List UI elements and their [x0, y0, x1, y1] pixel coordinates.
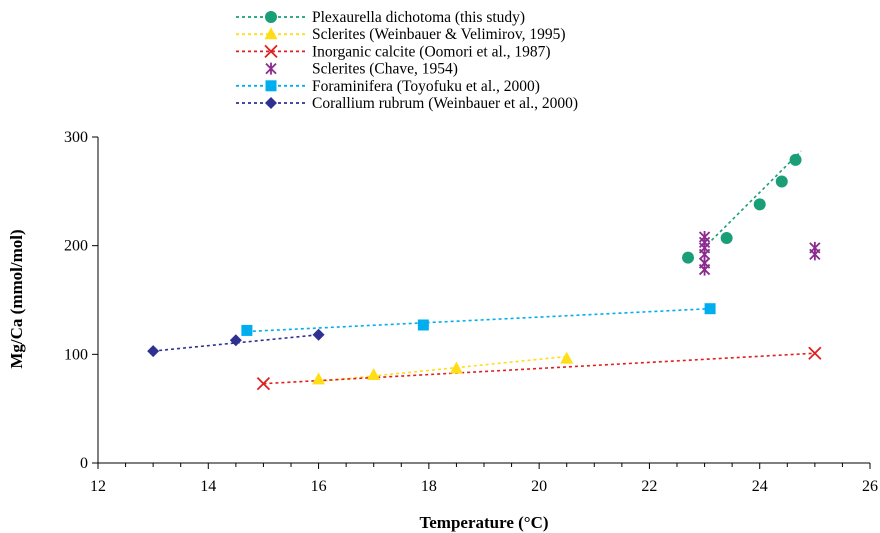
legend-marker: [265, 97, 277, 109]
plexaurella-dichotoma-this-study-point: [753, 198, 766, 211]
x-tick-label: 14: [200, 478, 216, 495]
y-axis-title: Mg/Ca (mmol/mol): [7, 229, 26, 368]
corallium-rubrum-weinbauer-et-al-2000-point: [312, 328, 325, 341]
legend-item-inorganic-calcite-oomori-et-al-1987: Inorganic calcite (Oomori et al., 1987): [236, 43, 551, 60]
legend-item-sclerites-weinbauer-velimirov-1995: Sclerites (Weinbauer & Velimirov, 1995): [236, 26, 566, 43]
legend-item-plexaurella-dichotoma-this-study: Plexaurella dichotoma (this study): [236, 9, 525, 26]
sclerites-weinbauer-velimirov-1995-point: [367, 367, 381, 380]
legend-label: Corallium rubrum (Weinbauer et al., 2000…: [312, 95, 578, 112]
corallium-rubrum-weinbauer-et-al-2000-point: [147, 345, 160, 358]
plexaurella-dichotoma-this-study-point: [775, 175, 788, 188]
plexaurella-dichotoma-this-study-point: [789, 153, 802, 166]
sclerites-chave-1954-point: [698, 230, 711, 243]
axes: 0 100 200 300 12 14 16 18 20 22 24 26: [64, 129, 878, 495]
plexaurella-dichotoma-this-study-trendline: [706, 150, 802, 246]
y-tick-label: 100: [64, 346, 88, 363]
x-tick-label: 18: [421, 478, 437, 495]
legend-label: Sclerites (Weinbauer & Velimirov, 1995): [312, 26, 566, 43]
foraminifera-toyofuku-et-al-2000-trendline: [246, 307, 711, 333]
foraminifera-toyofuku-et-al-2000-point: [241, 324, 253, 336]
x-tick-label: 16: [311, 478, 327, 495]
legend-label: Foraminifera (Toyofuku et al., 2000): [312, 78, 540, 95]
legend-label: Plexaurella dichotoma (this study): [312, 9, 525, 26]
x-tick-label: 20: [531, 478, 547, 495]
x-tick-label: 22: [641, 478, 657, 495]
legend-label: Sclerites (Chave, 1954): [312, 61, 458, 78]
legend-marker: [265, 62, 277, 75]
legend-item-foraminifera-toyofuku-et-al-2000: Foraminifera (Toyofuku et al., 2000): [236, 78, 540, 95]
plexaurella-dichotoma-this-study-point: [682, 251, 695, 264]
legend-marker: [264, 27, 278, 40]
sclerites-chave-1954-point: [809, 241, 821, 254]
trendlines: [153, 150, 815, 385]
inorganic-calcite-oomori-et-al-1987-point: [808, 346, 822, 360]
foraminifera-toyofuku-et-al-2000-point: [417, 319, 429, 331]
x-tick-label: 26: [862, 478, 878, 495]
sclerites-weinbauer-velimirov-1995-point: [312, 372, 326, 385]
inorganic-calcite-oomori-et-al-1987-point: [256, 377, 271, 391]
foraminifera-toyofuku-et-al-2000-point: [704, 303, 716, 315]
legend: Plexaurella dichotoma (this study)Scleri…: [236, 9, 578, 112]
corallium-rubrum-weinbauer-et-al-2000-point: [229, 334, 242, 347]
corallium-rubrum-weinbauer-et-al-2000-trendline: [153, 333, 319, 352]
legend-marker: [265, 11, 277, 23]
inorganic-calcite-oomori-et-al-1987-trendline: [263, 352, 815, 385]
legend-item-corallium-rubrum-weinbauer-et-al-2000: Corallium rubrum (Weinbauer et al., 2000…: [236, 95, 578, 112]
legend-item-sclerites-chave-1954: Sclerites (Chave, 1954): [265, 61, 458, 78]
x-axis-title: Temperature (°C): [419, 513, 548, 532]
y-tick-label: 300: [64, 129, 88, 146]
plexaurella-dichotoma-this-study-point: [720, 232, 733, 245]
legend-label: Inorganic calcite (Oomori et al., 1987): [312, 43, 551, 60]
legend-marker: [265, 80, 277, 92]
legend-marker: [264, 44, 278, 59]
y-tick-label: 200: [64, 238, 88, 255]
x-tick-label: 24: [752, 478, 768, 495]
x-tick-label: 12: [90, 478, 106, 495]
sclerites-weinbauer-velimirov-1995-point: [560, 351, 574, 364]
y-tick-label: 0: [80, 455, 88, 472]
sclerites-weinbauer-velimirov-1995-point: [449, 361, 463, 374]
markers: [147, 153, 822, 391]
